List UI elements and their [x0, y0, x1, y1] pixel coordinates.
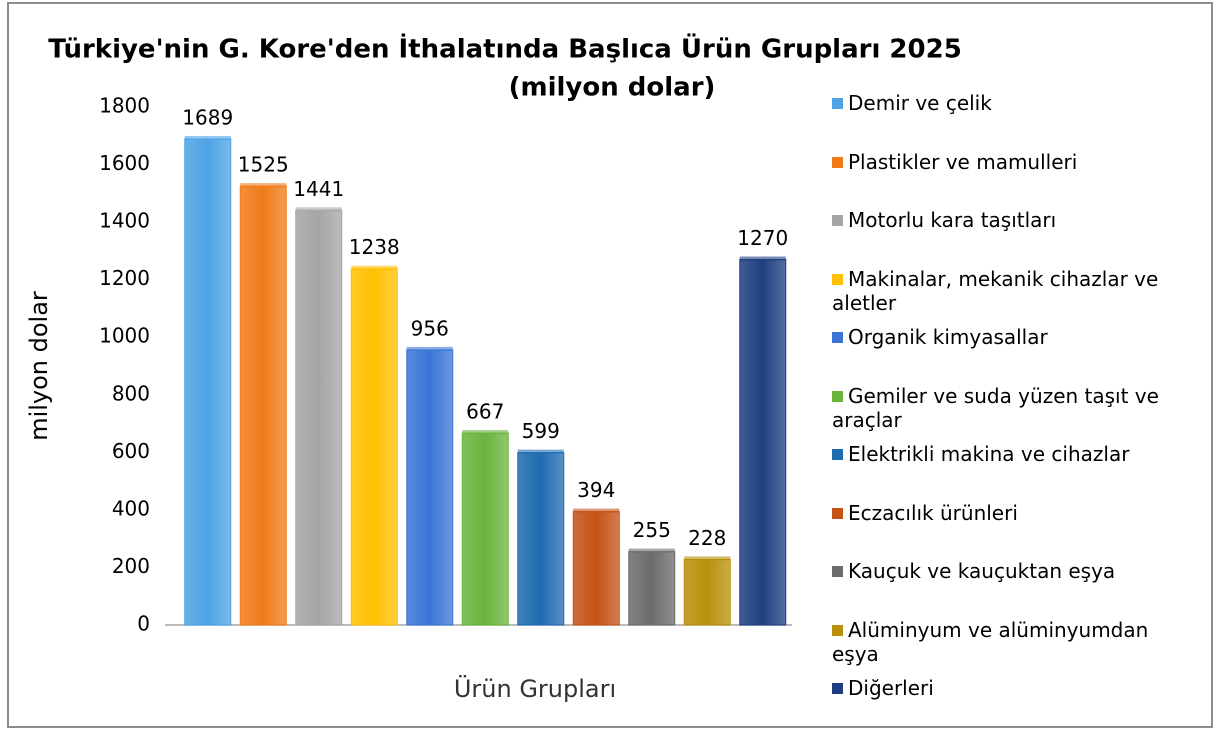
bar-top	[240, 183, 287, 188]
legend-label: Kauçuk ve kauçuktan eşya	[848, 559, 1116, 583]
bar	[628, 551, 676, 626]
bar	[739, 259, 787, 626]
value-label: 667	[466, 400, 504, 424]
value-label: 394	[577, 478, 615, 502]
legend-entry: Plastikler ve mamulleri	[832, 150, 1182, 174]
chart-subtitle: (milyon dolar)	[509, 73, 716, 103]
value-label: 956	[411, 316, 449, 340]
bar-top	[684, 556, 731, 561]
legend-swatch	[832, 98, 843, 109]
legend-entry: Eczacılık ürünleri	[832, 501, 1182, 525]
legend-swatch	[832, 624, 843, 636]
y-tick-label: 1600	[99, 151, 150, 175]
value-label: 1525	[238, 153, 289, 177]
legend-entry: Alüminyum ve alüminyumdan eşya	[832, 618, 1182, 666]
bar-top	[739, 256, 786, 261]
legend-entry: Diğerleri	[832, 676, 1182, 700]
bar	[350, 268, 398, 626]
bar-top	[184, 135, 231, 140]
legend-entry: Motorlu kara taşıtları	[832, 208, 1182, 232]
bar-top	[573, 508, 620, 513]
bar-top	[295, 207, 342, 212]
y-tick-label: 1000	[99, 324, 150, 348]
value-label: 1441	[293, 177, 344, 201]
value-label: 1689	[182, 105, 233, 129]
legend-entry: Demir ve çelik	[832, 91, 1182, 115]
bar	[184, 138, 232, 626]
legend-swatch	[832, 683, 843, 694]
legend-entry: Makinalar, mekanik cihazlar ve aletler	[832, 267, 1182, 315]
y-tick-label: 0	[137, 612, 150, 636]
y-tick-label: 400	[112, 496, 150, 520]
y-axis-label: milyon dolar	[25, 291, 53, 441]
y-tick-label: 1400	[99, 209, 150, 233]
legend-entry: Elektrikli makina ve cihazlar	[832, 442, 1182, 466]
bar-top	[628, 548, 675, 553]
legend-label: Organik kimyasallar	[848, 325, 1048, 349]
legend-swatch	[832, 390, 843, 402]
bar	[239, 185, 287, 626]
legend-swatch	[832, 566, 843, 577]
legend-label: Alüminyum ve alüminyumdan eşya	[832, 617, 1149, 666]
legend-swatch	[832, 507, 843, 519]
bar	[517, 452, 565, 626]
legend-label: Diğerleri	[848, 676, 934, 700]
value-label: 228	[688, 526, 726, 550]
legend-swatch	[832, 332, 843, 343]
value-label: 1238	[349, 235, 400, 259]
bar-top	[351, 265, 398, 270]
legend-label: Eczacılık ürünleri	[848, 500, 1018, 525]
legend-swatch	[832, 215, 843, 226]
bar	[461, 432, 509, 626]
y-tick-label: 1800	[99, 94, 150, 118]
bar	[683, 558, 731, 626]
value-label: 599	[522, 419, 560, 443]
legend-label: Gemiler ve suda yüzen taşıt ve araçlar	[832, 383, 1159, 432]
bar	[295, 209, 343, 626]
legend-swatch	[832, 156, 843, 168]
value-label: 255	[633, 518, 671, 542]
bar-top	[517, 449, 564, 454]
legend-entry: Organik kimyasallar	[832, 325, 1182, 349]
legend-label: Demir ve çelik	[848, 91, 992, 115]
bar	[406, 349, 454, 626]
y-tick-label: 600	[112, 439, 150, 463]
bar-top	[406, 346, 453, 351]
legend-swatch	[832, 449, 843, 460]
y-tick-label: 200	[112, 554, 150, 578]
y-tick-label: 1200	[99, 266, 150, 290]
legend-label: Elektrikli makina ve cihazlar	[848, 442, 1130, 466]
chart-title: Türkiye'nin G. Kore'den İthalatında Başl…	[48, 32, 962, 65]
legend-label: Makinalar, mekanik cihazlar ve aletler	[832, 266, 1159, 315]
x-axis-label: Ürün Grupları	[454, 674, 616, 703]
legend-entry: Gemiler ve suda yüzen taşıt ve araçlar	[832, 384, 1182, 432]
bar-top	[462, 430, 509, 435]
y-tick-label: 800	[112, 381, 150, 405]
bar	[572, 511, 620, 626]
legend-swatch	[832, 273, 843, 285]
value-label: 1270	[737, 226, 788, 250]
legend-label: Motorlu kara taşıtları	[848, 208, 1057, 232]
legend-entry: Kauçuk ve kauçuktan eşya	[832, 559, 1182, 583]
legend-label: Plastikler ve mamulleri	[848, 149, 1078, 174]
